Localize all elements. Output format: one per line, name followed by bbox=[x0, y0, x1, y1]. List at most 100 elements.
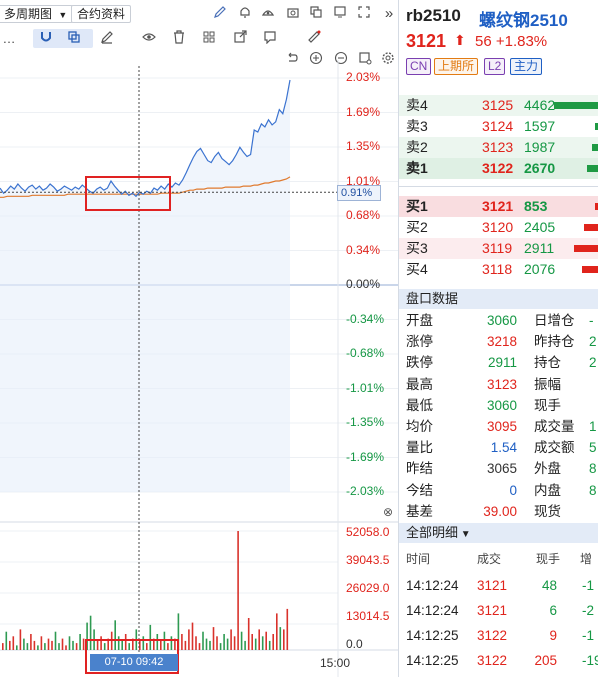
average-price-line bbox=[0, 176, 291, 198]
stat-label: 振幅 bbox=[534, 376, 561, 392]
ask-level-row[interactable]: 卖2 3123 1987 bbox=[399, 137, 598, 158]
volume-bar bbox=[184, 640, 187, 650]
volume-bar bbox=[16, 645, 18, 650]
volume-bar bbox=[170, 636, 173, 650]
price-axis-label: 0.68% bbox=[346, 208, 381, 222]
price-axis-label: -0.34% bbox=[346, 311, 385, 326]
depth-bar bbox=[595, 203, 598, 210]
screen-icon[interactable] bbox=[331, 5, 349, 23]
volume-bar bbox=[61, 638, 64, 650]
volume-bar bbox=[5, 631, 8, 650]
volume-bar bbox=[2, 643, 4, 650]
stat-label: 跌停 bbox=[406, 355, 433, 371]
copy-icon[interactable] bbox=[307, 5, 325, 23]
volume-bars-layer bbox=[2, 531, 289, 650]
brush-icon[interactable] bbox=[98, 30, 116, 48]
period-label: 多周期图 bbox=[4, 7, 53, 21]
volume-bar bbox=[142, 636, 145, 650]
tick-row: 14:12:24 3121 6 -2 bbox=[399, 598, 598, 623]
tick-time: 14:12:24 bbox=[406, 603, 459, 618]
alarm-icon[interactable] bbox=[259, 5, 277, 23]
undo-icon[interactable] bbox=[283, 51, 301, 69]
volume-bar bbox=[153, 638, 155, 650]
contract-name[interactable]: 螺纹钢2510 bbox=[479, 11, 568, 30]
volume-bar bbox=[117, 636, 120, 650]
stat-label: 现货 bbox=[534, 503, 561, 519]
stat-value: 3218 bbox=[486, 334, 517, 350]
tick-qty: 6 bbox=[549, 603, 557, 618]
ask-level-row[interactable]: 卖1 3122 2670 bbox=[399, 158, 598, 179]
period-dropdown[interactable]: 多周期图 ▼ bbox=[0, 5, 74, 23]
stat-value: 8 bbox=[589, 482, 597, 498]
contract-info-button[interactable]: 合约资料 bbox=[71, 5, 132, 23]
volume-bar bbox=[68, 636, 71, 650]
bid-level-row[interactable]: 买3 3119 2911 bbox=[399, 238, 598, 259]
volume-bar bbox=[254, 638, 257, 650]
bid-level-row[interactable]: 买4 3118 2076 bbox=[399, 259, 598, 280]
price-axis-label: 0.34% bbox=[346, 242, 381, 257]
comment-icon[interactable] bbox=[261, 30, 279, 48]
depth-bar bbox=[554, 102, 598, 109]
chevron-down-icon[interactable]: ▼ bbox=[458, 529, 471, 540]
volume-bar bbox=[33, 640, 36, 650]
volume-bar bbox=[188, 629, 190, 650]
volume-bar bbox=[37, 645, 39, 650]
volume-bar bbox=[223, 634, 225, 650]
volume-bar bbox=[198, 643, 201, 650]
stat-label: 开盘 bbox=[406, 313, 433, 328]
tick-qty: 9 bbox=[549, 628, 557, 643]
trash-icon[interactable] bbox=[170, 30, 188, 48]
expand-icon[interactable] bbox=[355, 5, 373, 23]
magnet-icon[interactable] bbox=[37, 30, 55, 48]
level-price: 3123 bbox=[482, 139, 514, 155]
stat-value: - bbox=[589, 313, 594, 328]
stat-label: 最高 bbox=[406, 376, 433, 392]
bell-icon[interactable] bbox=[236, 5, 254, 23]
volume-bar bbox=[19, 629, 22, 650]
ticks-header[interactable]: 全部明细 ▼ bbox=[399, 523, 598, 543]
more-icon[interactable]: » bbox=[384, 5, 394, 22]
volume-bar bbox=[72, 640, 74, 650]
volume-bar bbox=[12, 636, 15, 650]
price-volume-chart[interactable] bbox=[0, 0, 398, 677]
cursor-time-badge: 07-10 09:42 bbox=[90, 654, 178, 671]
settings-square-icon[interactable] bbox=[356, 51, 374, 69]
close-circle-icon[interactable]: ⊗ bbox=[382, 505, 394, 519]
ellipsis-icon[interactable]: … bbox=[2, 31, 16, 46]
bid-level-row[interactable]: 买2 3120 2405 bbox=[399, 217, 598, 238]
chevron-down-icon: ▼ bbox=[58, 10, 68, 20]
camera-icon[interactable] bbox=[284, 5, 302, 23]
zoom-in-icon[interactable] bbox=[307, 51, 325, 69]
ask-level-row[interactable]: 卖3 3124 1597 bbox=[399, 116, 598, 137]
volume-bar bbox=[247, 618, 250, 650]
stat-label: 基差 bbox=[406, 503, 433, 519]
stat-value: 3060 bbox=[486, 313, 517, 328]
stat-label: 现手 bbox=[534, 397, 561, 413]
pencil-icon[interactable] bbox=[211, 5, 229, 23]
ask-level-row[interactable]: 卖4 3125 4462 bbox=[399, 95, 598, 116]
eye-icon[interactable] bbox=[140, 30, 158, 48]
time-highlight-box bbox=[85, 639, 179, 674]
contract-tag: L2 bbox=[484, 58, 506, 75]
level-label: 卖2 bbox=[406, 139, 428, 155]
tick-time: 14:12:25 bbox=[406, 653, 459, 668]
stat-label: 日增仓 bbox=[534, 313, 575, 328]
stat-label: 昨结 bbox=[406, 461, 433, 477]
overlay-icon[interactable] bbox=[65, 30, 83, 48]
gear-icon[interactable] bbox=[379, 51, 397, 69]
volume-bar bbox=[75, 643, 78, 650]
active-tool-highlight bbox=[33, 29, 93, 48]
price-area-layer bbox=[0, 80, 290, 492]
highlight-box bbox=[85, 176, 171, 211]
chart-panel[interactable]: 多周期图 ▼ 合约资料 » … bbox=[0, 0, 398, 677]
stat-label: 外盘 bbox=[534, 461, 561, 477]
grid-icon[interactable] bbox=[200, 30, 218, 48]
volume-bar bbox=[181, 634, 183, 650]
volume-bar bbox=[240, 631, 243, 650]
zoom-out-icon[interactable] bbox=[332, 51, 350, 69]
depth-bar bbox=[574, 245, 598, 252]
bid-level-row[interactable]: 买1 3121 853 bbox=[399, 196, 598, 217]
tick-time: 14:12:24 bbox=[406, 578, 459, 593]
ruler-icon[interactable] bbox=[305, 30, 323, 48]
external-link-icon[interactable] bbox=[231, 30, 249, 48]
